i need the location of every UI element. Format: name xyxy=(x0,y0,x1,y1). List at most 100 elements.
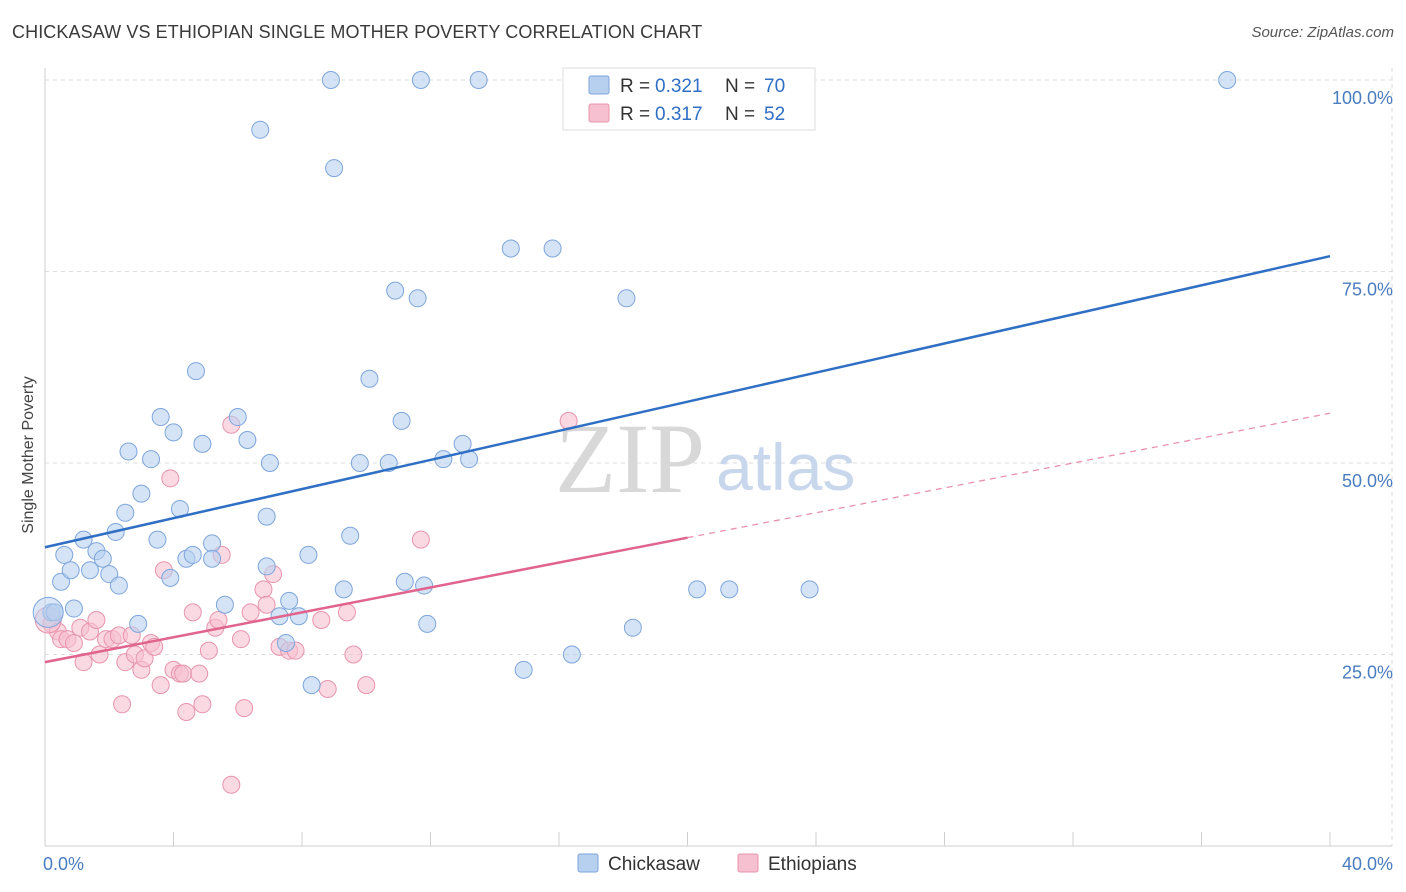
chickasaw-point-57 xyxy=(453,434,472,453)
legend-n-value-chickasaw: 70 xyxy=(764,76,785,97)
chickasaw-point-40 xyxy=(299,545,318,564)
y-tick-label-1: 50.0% xyxy=(1342,471,1393,491)
chickasaw-point-12 xyxy=(109,576,128,595)
chickasaw-point-67 xyxy=(720,580,739,599)
ethiopians-point-39 xyxy=(241,603,260,622)
chickasaw-point-34 xyxy=(257,557,276,576)
chickasaw-point-18 xyxy=(148,530,167,549)
ethiopians-point-46 xyxy=(312,611,331,630)
chickasaw-point-9 xyxy=(93,549,112,568)
bottom-legend-chickasaw: Chickasaw xyxy=(608,854,700,875)
ethiopians-point-31 xyxy=(199,641,218,660)
bottom-legend-ethiopians: Ethiopians xyxy=(768,854,857,875)
chickasaw-point-47 xyxy=(360,369,379,388)
chickasaw-point-20 xyxy=(161,568,180,587)
chickasaw-point-52 xyxy=(408,289,427,308)
chickasaw-point-46 xyxy=(350,454,369,472)
chickasaw-point-30 xyxy=(228,408,247,427)
bottom-legend: Chickasaw Ethiopians xyxy=(577,853,857,875)
ethiopians-point-37 xyxy=(231,630,250,649)
chickasaw-point-19 xyxy=(151,408,170,427)
y-tick-label-2: 75.0% xyxy=(1342,280,1393,300)
ethiopians-point-27 xyxy=(177,702,196,721)
chickasaw-cluster-point xyxy=(32,596,64,628)
axes xyxy=(44,68,1392,847)
ethiopians-point-41 xyxy=(257,595,276,614)
chickasaw-point-35 xyxy=(260,454,279,472)
chickasaw-point-29 xyxy=(215,595,234,614)
ethiopians-point-18 xyxy=(135,649,154,668)
chickasaw-point-64 xyxy=(617,289,636,308)
ethiopians-point-40 xyxy=(254,580,273,599)
ethiopians-point-38 xyxy=(235,699,254,718)
source-label: Source: ZipAtlas.com xyxy=(1251,24,1394,41)
ethiopians-point-33 xyxy=(209,611,228,630)
ethiopians-point-8 xyxy=(87,611,106,630)
chickasaw-point-66 xyxy=(688,580,707,599)
chickasaw-point-60 xyxy=(501,239,520,258)
legend-n-label-chickasaw: N = xyxy=(725,76,755,97)
chickasaw-point-69 xyxy=(1218,71,1237,89)
chickasaw-point-45 xyxy=(341,526,360,545)
ethiopians-point-50 xyxy=(357,676,376,695)
ethiopians-point-28 xyxy=(183,603,202,622)
chickasaw-point-51 xyxy=(395,572,414,591)
ethiopians-point-51 xyxy=(411,530,430,549)
legend-r-value-chickasaw: 0.321 xyxy=(655,76,703,97)
chickasaw-point-49 xyxy=(386,281,405,300)
watermark: ZIP atlas xyxy=(555,403,855,514)
ethiopians-point-21 xyxy=(151,676,170,695)
chickasaw-point-7 xyxy=(80,561,99,580)
chickasaw-point-2 xyxy=(52,572,71,591)
chickasaw-point-43 xyxy=(325,159,344,178)
legend-swatch-ethiopians xyxy=(588,103,610,123)
chickasaw-point-38 xyxy=(280,591,299,610)
chickasaw-point-68 xyxy=(800,580,819,599)
y-tick-label-3: 100.0% xyxy=(1332,88,1393,108)
chickasaw-point-13 xyxy=(116,503,135,522)
bottom-legend-swatch-chickasaw xyxy=(577,853,599,873)
chickasaw-point-59 xyxy=(469,71,488,89)
ethiopians-point-48 xyxy=(337,603,356,622)
chickasaw-point-50 xyxy=(392,411,411,430)
x-tick-label-0: 0.0% xyxy=(43,854,84,874)
chickasaw-point-61 xyxy=(514,660,533,679)
chickasaw-point-32 xyxy=(251,120,270,139)
y-tick-label-0: 25.0% xyxy=(1342,663,1393,683)
chickasaw-point-4 xyxy=(61,561,80,580)
chickasaw-point-53 xyxy=(415,576,434,595)
y-axis-label: Single Mother Poverty xyxy=(20,376,37,533)
ethiopians-point-23 xyxy=(161,469,180,488)
ethiopians-points xyxy=(34,411,578,794)
legend-n-label-ethiopians: N = xyxy=(725,104,755,125)
ethiopians-point-26 xyxy=(174,664,193,683)
chickasaw-point-37 xyxy=(276,634,295,653)
ethiopians-point-29 xyxy=(190,664,209,683)
legend-swatch-chickasaw xyxy=(588,75,610,95)
chickasaw-trend-line xyxy=(44,254,1331,549)
chickasaw-point-21 xyxy=(164,423,183,442)
chickasaw-point-41 xyxy=(302,676,321,695)
chickasaw-point-65 xyxy=(623,618,642,637)
chickasaw-point-24 xyxy=(183,545,202,564)
chickasaw-point-5 xyxy=(64,599,83,618)
legend-n-value-ethiopians: 52 xyxy=(764,104,785,125)
chickasaw-point-16 xyxy=(132,484,151,503)
y-tick-labels: 25.0% 50.0% 75.0% 100.0% xyxy=(1332,88,1393,683)
chickasaw-point-33 xyxy=(257,507,276,526)
bottom-legend-swatch-ethiopians xyxy=(737,853,759,873)
ethiopians-trend-line xyxy=(44,536,688,664)
legend-r-label-chickasaw: R = xyxy=(620,76,650,97)
chickasaw-point-39 xyxy=(289,607,308,626)
ethiopians-point-36 xyxy=(222,775,241,794)
chickasaw-point-14 xyxy=(119,442,138,461)
chickasaw-point-62 xyxy=(543,239,562,258)
chickasaw-point-26 xyxy=(193,434,212,453)
chickasaw-point-17 xyxy=(142,450,161,469)
ethiopians-point-9 xyxy=(90,645,109,664)
chickasaw-point-44 xyxy=(334,580,353,599)
chickasaw-point-27 xyxy=(203,534,222,553)
chickasaw-point-55 xyxy=(411,71,430,89)
chickasaw-point-63 xyxy=(562,645,581,664)
